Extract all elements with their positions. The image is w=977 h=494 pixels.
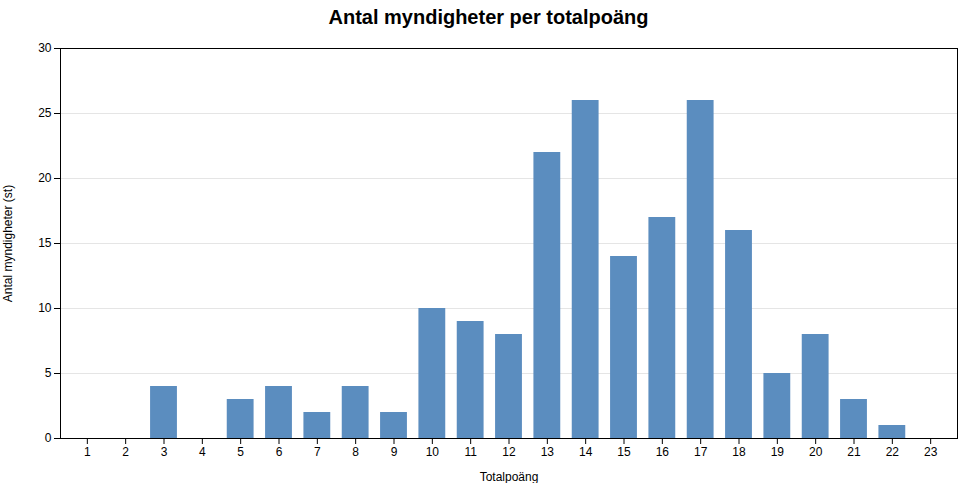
svg-text:17: 17 xyxy=(694,445,708,459)
svg-text:7: 7 xyxy=(314,445,321,459)
svg-text:2: 2 xyxy=(122,445,129,459)
svg-text:20: 20 xyxy=(809,445,823,459)
svg-text:5: 5 xyxy=(45,366,52,380)
svg-text:15: 15 xyxy=(617,445,631,459)
svg-text:13: 13 xyxy=(541,445,555,459)
svg-text:10: 10 xyxy=(38,301,52,315)
svg-text:5: 5 xyxy=(237,445,244,459)
svg-text:9: 9 xyxy=(391,445,398,459)
svg-text:8: 8 xyxy=(352,445,359,459)
svg-text:14: 14 xyxy=(579,445,593,459)
svg-text:11: 11 xyxy=(464,445,477,459)
svg-text:10: 10 xyxy=(426,445,440,459)
svg-text:22: 22 xyxy=(886,445,900,459)
svg-text:21: 21 xyxy=(847,445,861,459)
svg-text:19: 19 xyxy=(771,445,785,459)
html-text:Antal myndigheter per totalpoä: Antal myndigheter per totalpoäng xyxy=(328,6,649,28)
svg-text:0: 0 xyxy=(45,431,52,445)
svg-text:30: 30 xyxy=(38,41,52,55)
svg-text:18: 18 xyxy=(732,445,746,459)
svg-text:25: 25 xyxy=(38,106,52,120)
svg-text:16: 16 xyxy=(656,445,670,459)
svg-text:4: 4 xyxy=(199,445,206,459)
svg-text:3: 3 xyxy=(161,445,168,459)
svg-text:Antal myndigheter (st): Antal myndigheter (st) xyxy=(1,185,15,302)
svg-text:Totalpoäng: Totalpoäng xyxy=(480,470,539,484)
svg-text:6: 6 xyxy=(276,445,283,459)
svg-text:20: 20 xyxy=(38,171,52,185)
svg-text:15: 15 xyxy=(38,236,52,250)
svg-text:23: 23 xyxy=(924,445,938,459)
svg-text:1: 1 xyxy=(84,445,91,459)
svg-text:12: 12 xyxy=(502,445,516,459)
